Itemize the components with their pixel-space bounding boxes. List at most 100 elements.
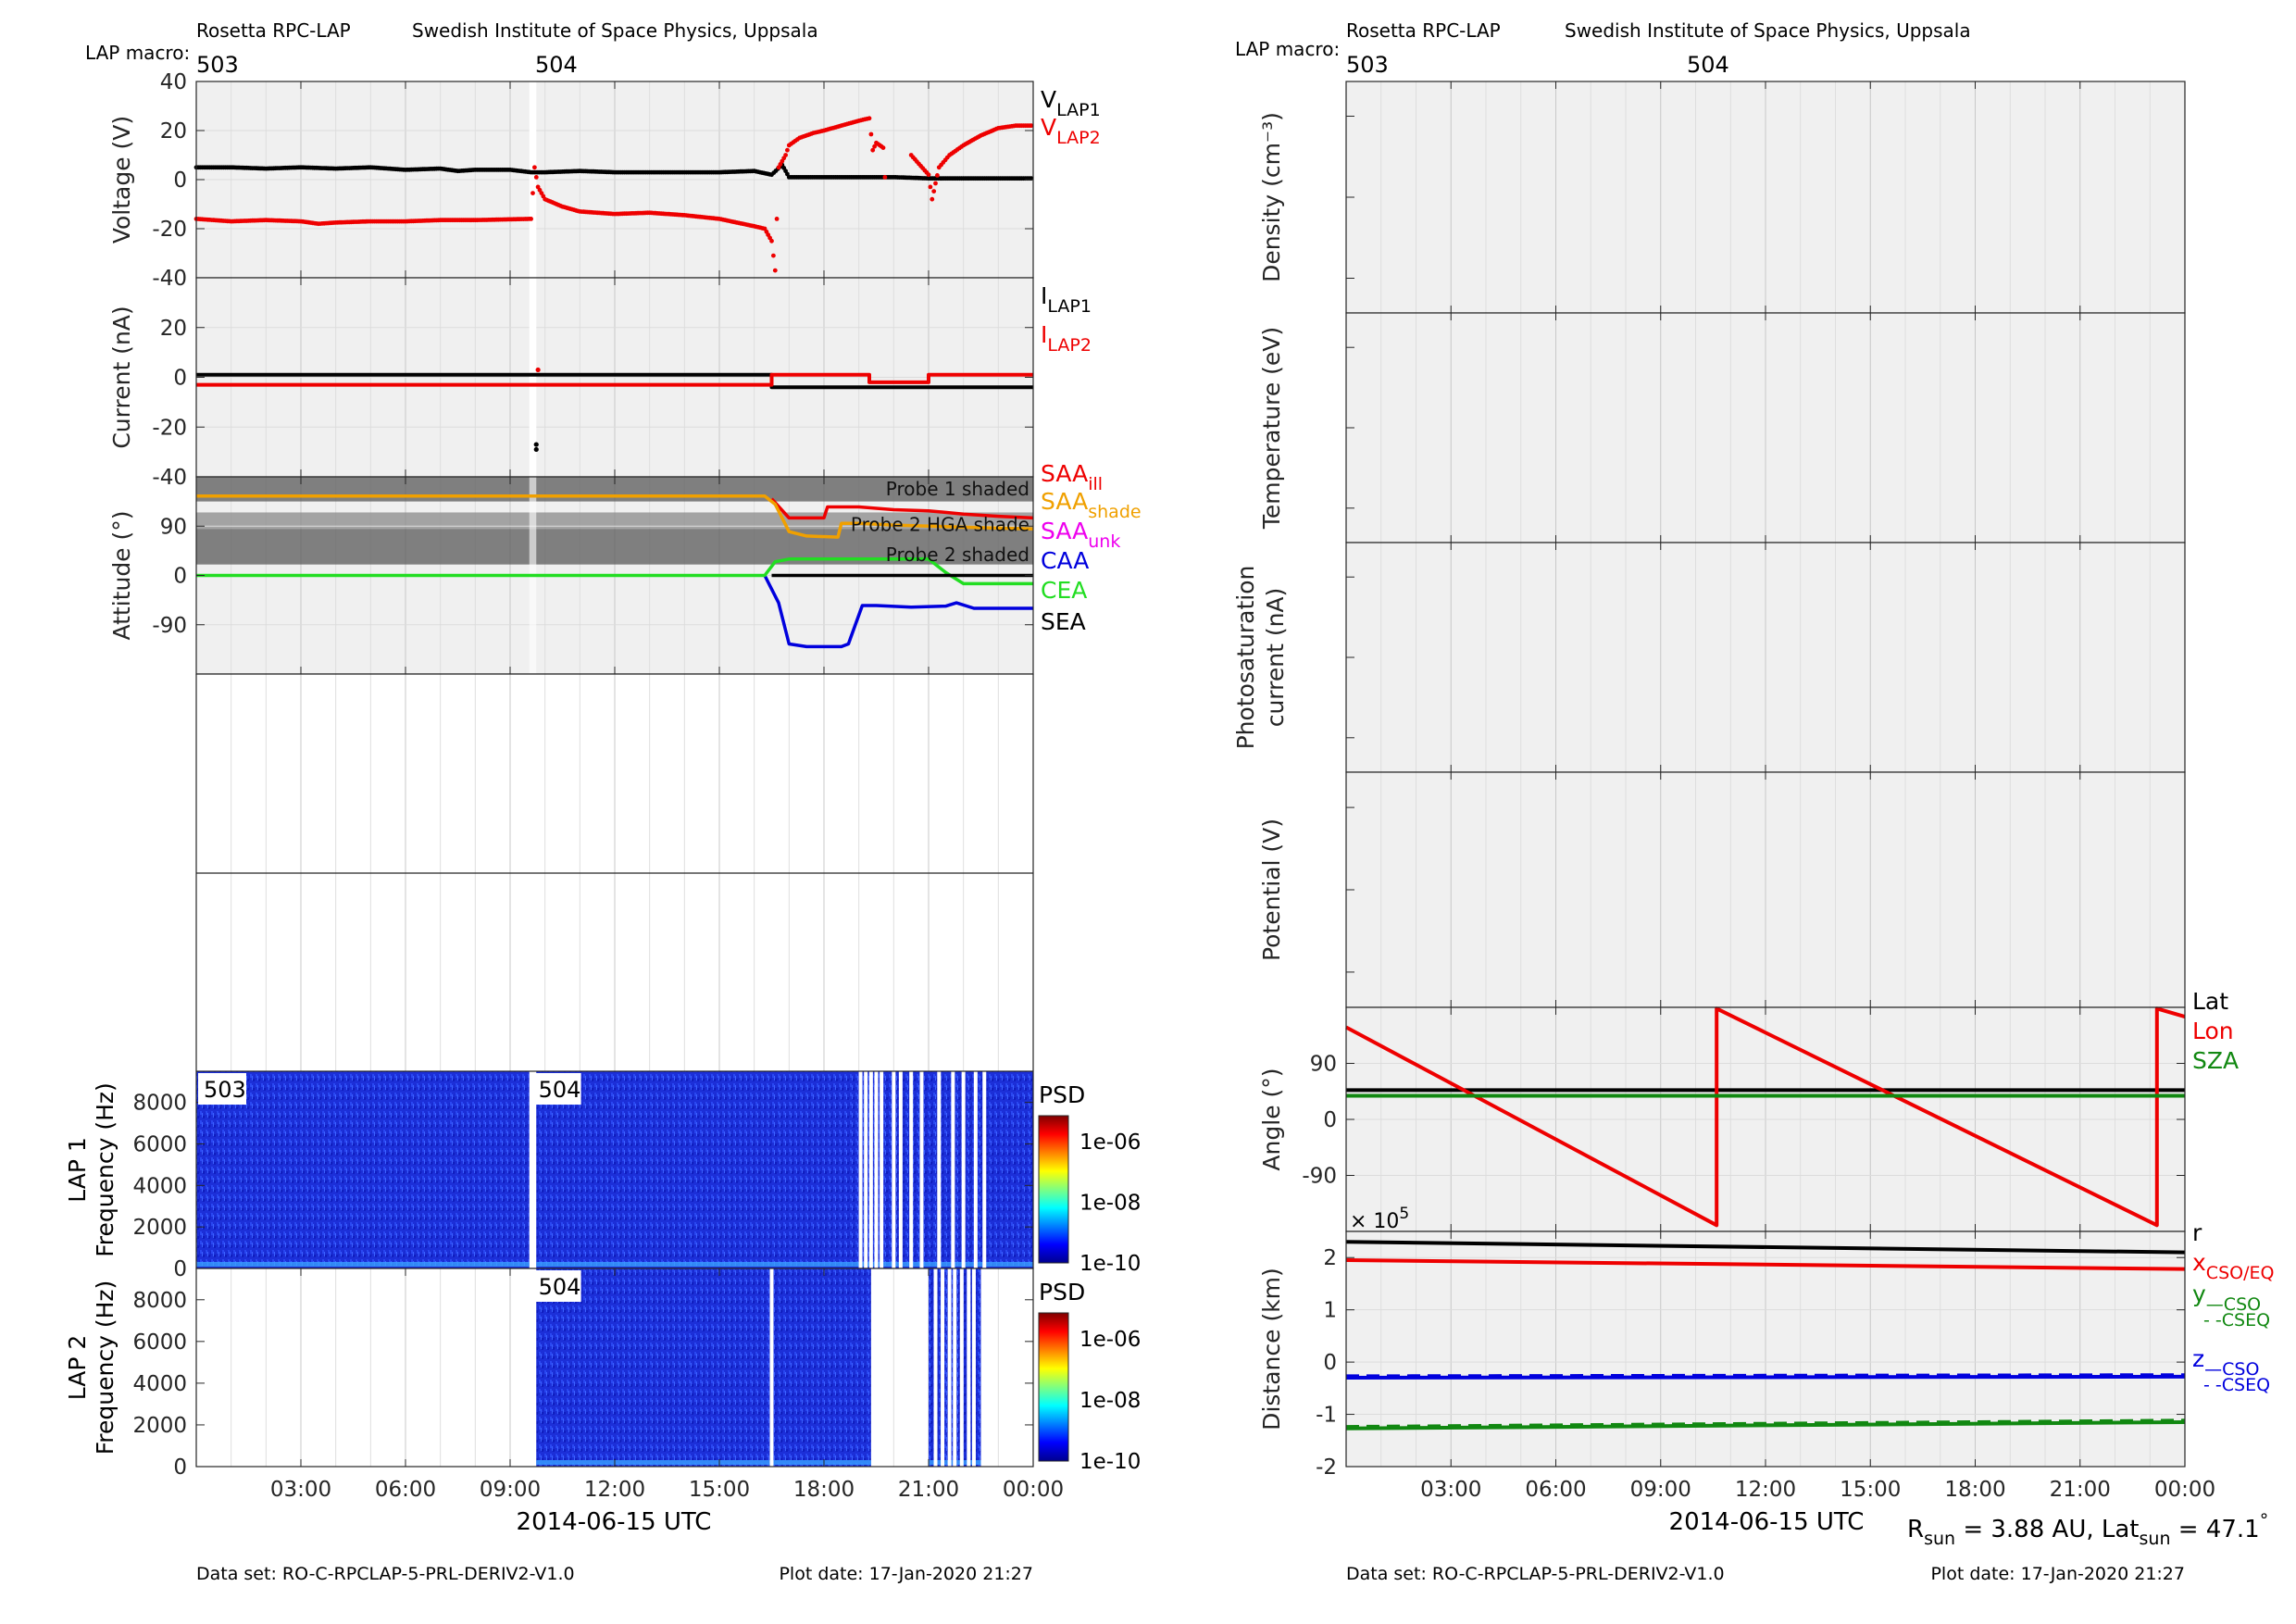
voltage-series-VLAP2-point [930, 196, 935, 202]
lap1_psd-panel-title: LAP 1 [64, 1137, 91, 1203]
lap1_psd-macro-label: 503 [204, 1077, 246, 1103]
distance-panel-xtick-label: 21:00 [2050, 1478, 2111, 1502]
lap1_psd-data-gap [937, 1071, 942, 1268]
lap1_psd-lowfreq-band [196, 1262, 530, 1267]
photosat-panel-ylabel: Photosaturation [1232, 566, 1259, 750]
distance-panel-ytick-label: 1 [1323, 1299, 1337, 1323]
voltage-panel-ytick-label: -40 [152, 267, 187, 291]
solar-distance-note: Rsun = 3.88 AU, Latsun = 47.1° [1907, 1510, 2268, 1549]
voltage-series-VLAP2-point [882, 175, 888, 180]
right-macro-503: 503 [1346, 52, 1389, 78]
lap1_psd-data-gap [892, 1071, 896, 1268]
voltage-series-VLAP2-point [870, 147, 876, 153]
lap1_psd-data-gap [951, 1071, 955, 1268]
lap1_psd-macro-box [198, 1073, 246, 1105]
right-instrument-title: Rosetta RPC-LAP [1346, 19, 1501, 42]
attitude-panel-ytick-label: 90 [160, 515, 187, 539]
voltage-panel-ytick-label: 0 [173, 169, 187, 193]
voltage-gap [529, 81, 537, 278]
lap2_psd-macro-box [532, 1270, 581, 1302]
legend-SEA: SEA [1041, 608, 1086, 635]
lap1_psd-data-gap [858, 1071, 863, 1268]
lap1_psd-data-gap [909, 1071, 914, 1268]
distance-panel-ylabel: Distance (km) [1258, 1268, 1285, 1430]
voltage-series-VLAP2-point [928, 184, 933, 190]
legend-SAAshade: SAAshade [1041, 488, 1142, 522]
lap1_psd-macro-box [532, 1073, 581, 1105]
lap2_psd-data-gap [769, 1268, 774, 1467]
lap1_psd-spectrogram [536, 1071, 1033, 1268]
lap1_psd-ytick-label: 6000 [132, 1132, 187, 1156]
current-panel-ytick-label: -40 [152, 466, 187, 490]
lap1_psd-colorbar-title: PSD [1039, 1081, 1085, 1108]
left-dataset: Data set: RO-C-RPCLAP-5-PRL-DERIV2-V1.0 [196, 1564, 575, 1584]
lap2_psd-xtick-label: 06:00 [375, 1478, 436, 1502]
lap2_psd-macro-label: 504 [539, 1274, 581, 1300]
legend-distance-z: z—CSO [2192, 1345, 2259, 1380]
lap1_psd-colorbar-tick: 1e-10 [1079, 1252, 1141, 1276]
legend-distance-r: r [2192, 1219, 2202, 1246]
temperature-panel-ylabel: Temperature (eV) [1258, 327, 1285, 530]
lap2_psd-colorbar-tick: 1e-10 [1079, 1450, 1141, 1474]
legend-SAAill: SAAill [1041, 460, 1103, 494]
angle-panel-ylabel: Angle (°) [1258, 1068, 1285, 1170]
lap2_psd-data-gap [933, 1268, 938, 1467]
distance-panel-ytick-label: 0 [1323, 1351, 1337, 1375]
lap2_psd-ylabel: Frequency (Hz) [92, 1280, 119, 1455]
lap2_psd-ytick-label: 2000 [132, 1414, 187, 1438]
voltage-series-VLAP2-point [532, 165, 537, 170]
current-outlier-point [535, 367, 541, 373]
legend-ilap2: ILAP2 [1041, 321, 1092, 356]
lap1_psd-data-gap [898, 1071, 903, 1268]
right-institute-title: Swedish Institute of Space Physics, Upps… [1565, 19, 1971, 42]
right-macro-label: LAP macro: [1235, 38, 1340, 60]
legend-distance-x: xCSO/EQ [2192, 1249, 2274, 1283]
right-plot-date: Plot date: 17-Jan-2020 21:27 [1930, 1564, 2185, 1584]
attitude-panel-ytick-label: -90 [152, 614, 187, 638]
voltage-series-VLAP2-point [931, 189, 937, 194]
voltage-series-VLAP2-point [880, 145, 886, 151]
voltage-series-VLAP2-point [783, 153, 788, 157]
legend-distance-z-extra: - -CSEQ [2203, 1375, 2270, 1395]
legend-distance-y: y—CSO [2192, 1280, 2261, 1315]
lap2_psd-data-gap [959, 1268, 964, 1467]
distance-panel-ytick-label: -1 [1316, 1404, 1337, 1428]
voltage-series-VLAP2-point [772, 268, 778, 273]
voltage-series-VLAP2-point [872, 144, 877, 149]
voltage-series-VLAP2-point [529, 217, 533, 221]
lap2_psd-ytick-label: 6000 [132, 1330, 187, 1355]
lap1_psd-spectrogram [196, 1071, 530, 1268]
lap2_psd-lowfreq-band [536, 1460, 871, 1465]
legend-SAAunk: SAAunk [1041, 518, 1120, 552]
distance-panel-ytick-label: -2 [1316, 1455, 1337, 1480]
current-outlier-point [533, 446, 539, 453]
density-panel-ylabel: Density (cm⁻³) [1258, 112, 1285, 282]
attitude-series-CEA [196, 557, 1033, 586]
right-dataset: Data set: RO-C-RPCLAP-5-PRL-DERIV2-V1.0 [1346, 1564, 1725, 1584]
current-panel-ytick-label: 20 [160, 317, 187, 341]
left-macro-504: 504 [535, 52, 578, 78]
current-gap [529, 278, 537, 477]
voltage-panel-ytick-label: 20 [160, 119, 187, 144]
legend-CEA: CEA [1041, 577, 1087, 604]
lap2_psd-xtick-label: 15:00 [689, 1478, 750, 1502]
lap2_psd-spectrogram [536, 1268, 871, 1467]
lap2_psd-ytick-label: 8000 [132, 1289, 187, 1313]
current-panel-ytick-label: 0 [173, 367, 187, 391]
lap2_psd-ytick-label: 0 [173, 1455, 187, 1480]
left-institute-title: Swedish Institute of Space Physics, Upps… [412, 19, 818, 42]
lap1_psd-data-gap [982, 1071, 987, 1268]
voltage-series-VLAP2-point [785, 147, 790, 153]
current-panel-ylabel: Current (nA) [108, 306, 135, 448]
angle-panel-ytick-label: 0 [1323, 1108, 1337, 1132]
lap2_psd-ytick-label: 4000 [132, 1372, 187, 1396]
voltage-series-VLAP2-point [771, 253, 776, 258]
lap2_psd-colorbar [1038, 1312, 1069, 1462]
attitude-band-label: Probe 2 HGA shade [851, 513, 1029, 535]
angle-panel-ytick-label: -90 [1302, 1165, 1337, 1189]
current-panel-ytick-label: -20 [152, 416, 187, 440]
current-outlier-point [533, 442, 539, 447]
left-plot-date: Plot date: 17-Jan-2020 21:27 [779, 1564, 1033, 1584]
right-xlabel: 2014-06-15 UTC [1669, 1508, 1865, 1536]
